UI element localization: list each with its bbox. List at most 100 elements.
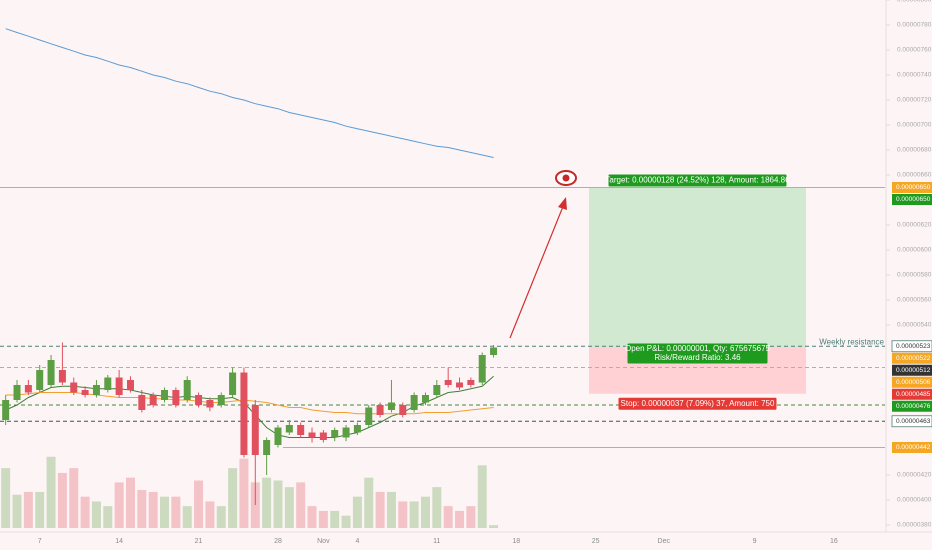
volume-bar — [228, 468, 238, 528]
y-tick-label: 0.00000800 — [897, 0, 932, 4]
volume-bar — [250, 482, 260, 528]
price-badge — [892, 400, 932, 412]
candle-body — [444, 380, 452, 385]
candle-body — [92, 385, 100, 395]
eye-icon — [555, 170, 577, 186]
volume-bar — [12, 494, 22, 528]
volume-bar — [205, 501, 215, 528]
x-tick-label: 9 — [753, 538, 757, 545]
volume-bar — [455, 510, 465, 528]
y-tick-label: 0.00000420 — [897, 472, 932, 479]
candle-body — [490, 347, 498, 355]
volume-bar — [239, 458, 249, 528]
candle-body — [195, 395, 203, 405]
y-tick-label: 0.00000380 — [897, 522, 932, 529]
candle-body — [263, 440, 271, 455]
volume-bar — [409, 501, 419, 528]
y-tick-label: 0.00000560 — [897, 297, 932, 304]
x-tick-label: 7 — [38, 538, 42, 545]
candle-body — [2, 400, 10, 420]
pnl-text: Open P&L: 0.00000001, Qty: 675675675 — [625, 344, 771, 353]
candle-body — [206, 400, 214, 408]
candle-body — [365, 407, 373, 425]
candle-body — [240, 372, 248, 455]
price-badge-label: 0.00000463 — [896, 418, 931, 425]
candle-body — [24, 385, 32, 393]
candle-body — [433, 385, 441, 395]
level-annotation: Weekly resistance — [819, 337, 884, 346]
candle-body — [319, 432, 327, 440]
volume-bar — [216, 506, 226, 528]
arrow — [509, 203, 565, 339]
x-tick-label: Dec — [658, 538, 671, 545]
rr-text: Risk/Reward Ratio: 3.46 — [654, 353, 741, 362]
stop-box — [618, 397, 777, 410]
x-tick-label: 11 — [433, 538, 440, 545]
volume-bar — [273, 480, 283, 528]
candle-body — [70, 382, 78, 393]
volume-bar — [1, 468, 11, 528]
volume-bar — [57, 472, 67, 528]
volume-bar — [318, 510, 328, 528]
candle-body — [342, 427, 350, 438]
stop-text: Stop: 0.00000037 (7.09%) 37, Amount: 750 — [621, 399, 775, 408]
y-tick-label: 0.00000700 — [897, 122, 932, 129]
y-tick-label: 0.00000580 — [897, 272, 932, 279]
candle-body — [81, 390, 89, 395]
candle-body — [353, 425, 361, 433]
volume-bar — [160, 496, 170, 528]
volume-bar — [420, 496, 430, 528]
price-badge-label: 0.00000506 — [896, 379, 931, 386]
y-tick-label: 0.00000680 — [897, 147, 932, 154]
volume-bar — [375, 491, 385, 528]
moving-average — [5, 28, 494, 158]
y-tick-label: 0.00000600 — [897, 247, 932, 254]
volume-bar — [91, 501, 101, 528]
candle-body — [297, 425, 305, 435]
y-tick-label: 0.00000740 — [897, 72, 932, 79]
candle-body — [149, 395, 157, 405]
volume-bar — [46, 456, 56, 528]
pnl-box — [627, 343, 768, 364]
candle-body — [47, 360, 55, 385]
price-badge — [891, 415, 932, 428]
price-badge — [892, 194, 932, 205]
volume-bar — [284, 487, 294, 528]
volume-bar — [352, 496, 362, 528]
x-tick-label: 21 — [195, 538, 203, 545]
candle-body — [104, 377, 112, 390]
arrow-head — [558, 197, 567, 210]
volume-bar — [23, 491, 33, 528]
volume-bar — [137, 490, 147, 528]
price-badge — [892, 442, 932, 453]
price-badge-label: 0.00000523 — [896, 343, 931, 350]
volume-bar — [171, 496, 181, 528]
candle-body — [285, 425, 293, 433]
x-tick-label: 28 — [274, 538, 282, 545]
candle-body — [421, 395, 429, 403]
target-area — [589, 187, 806, 348]
volume-bar — [182, 506, 192, 528]
volume-bar — [466, 506, 476, 528]
candle-body — [217, 395, 225, 405]
candle-body — [13, 385, 21, 400]
price-badge — [892, 352, 932, 364]
price-badge — [892, 388, 932, 400]
candle-body — [183, 380, 191, 400]
price-badge-label: 0.00000512 — [896, 367, 931, 374]
candle-body — [478, 355, 486, 383]
price-badge-label: 0.00000650 — [896, 196, 931, 203]
candle-body — [251, 405, 259, 455]
candle-body — [456, 382, 464, 388]
price-badge-label: 0.00000485 — [896, 391, 931, 398]
candle-body — [399, 405, 407, 415]
volume-bar — [341, 515, 351, 528]
candle-body — [161, 390, 169, 400]
price-badge-label: 0.00000522 — [896, 355, 931, 362]
volume-bar — [489, 525, 499, 528]
volume-bar — [330, 510, 340, 528]
volume-bar — [114, 482, 124, 528]
volume-bar — [80, 496, 90, 528]
candle-body — [387, 402, 395, 410]
volume-bar — [432, 487, 442, 528]
